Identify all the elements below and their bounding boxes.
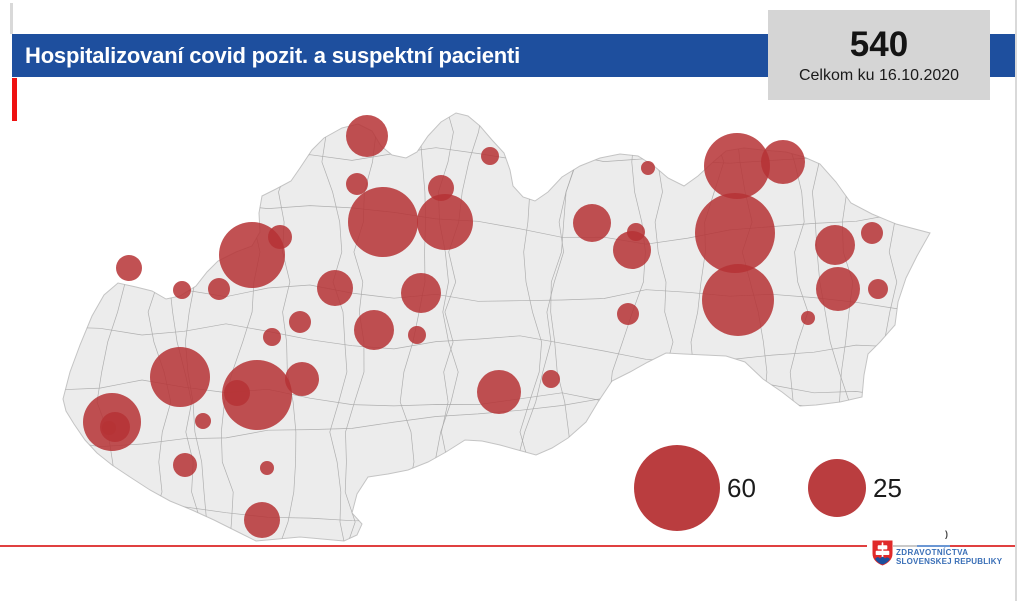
ministry-logo-line2: SLOVENSKEJ REPUBLIKY <box>896 557 1003 566</box>
map-bubble[interactable] <box>348 187 418 257</box>
bubble-layer <box>83 115 888 538</box>
map-bubble[interactable] <box>627 223 645 241</box>
map-bubble[interactable] <box>244 502 280 538</box>
kpi-total-caption: Celkom ku 16.10.2020 <box>798 67 960 84</box>
district-border-line <box>321 113 348 541</box>
footer-rule-gray-segment <box>893 545 917 547</box>
footer-rule <box>0 545 867 547</box>
slovak-coat-of-arms-icon <box>872 540 893 566</box>
map-bubble[interactable] <box>354 310 394 350</box>
map-bubble[interactable] <box>224 380 250 406</box>
map-bubble[interactable] <box>285 362 319 396</box>
map-bubble[interactable] <box>150 347 210 407</box>
map-bubble[interactable] <box>222 360 292 430</box>
map-bubble[interactable] <box>695 193 775 273</box>
map-bubble[interactable] <box>346 115 388 157</box>
district-border-line <box>63 271 930 310</box>
map-bubble[interactable] <box>346 173 368 195</box>
map-bubble[interactable] <box>195 413 211 429</box>
logo-text-fragment: ) <box>945 529 948 539</box>
map-bubble[interactable] <box>477 370 521 414</box>
map-bubble[interactable] <box>542 370 560 388</box>
country-outline <box>62 112 931 542</box>
map-bubble[interactable] <box>641 161 655 175</box>
map-bubble[interactable] <box>613 231 651 269</box>
map-bubble[interactable] <box>704 133 770 199</box>
district-border-line <box>63 323 930 363</box>
left-red-accent <box>12 78 17 121</box>
map-bubble[interactable] <box>260 461 274 475</box>
map-bubble[interactable] <box>815 225 855 265</box>
map-bubble[interactable] <box>801 311 815 325</box>
legend-circle-60 <box>634 445 720 531</box>
footer-rule-blue-segment <box>917 545 950 547</box>
ministry-logo-line1: ZDRAVOTNÍCTVA <box>896 548 969 557</box>
legend-label-25: 25 <box>873 473 902 503</box>
map-bubble[interactable] <box>417 194 473 250</box>
map-bubble[interactable] <box>173 453 197 477</box>
map-bubble[interactable] <box>481 147 499 165</box>
map-bubble[interactable] <box>317 270 353 306</box>
map-bubble[interactable] <box>173 281 191 299</box>
ministry-logo: ) ZDRAVOTNÍCTVA SLOVENSKEJ REPUBLIKY <box>872 528 1012 570</box>
map-bubble[interactable] <box>816 267 860 311</box>
map-bubble[interactable] <box>761 140 805 184</box>
right-frame-line <box>1015 0 1017 601</box>
kpi-total-value: 540 <box>849 25 909 64</box>
legend-circles <box>634 445 866 531</box>
map-bubble[interactable] <box>617 303 639 325</box>
map-bubble[interactable] <box>268 225 292 249</box>
map-bubble[interactable] <box>263 328 281 346</box>
map-bubble[interactable] <box>102 421 116 435</box>
legend-label-60: 60 <box>727 473 756 503</box>
map-bubble[interactable] <box>401 273 441 313</box>
map-bubble[interactable] <box>573 204 611 242</box>
left-gray-tick <box>10 3 13 34</box>
map-bubble[interactable] <box>702 264 774 336</box>
map-bubble[interactable] <box>428 175 454 201</box>
map-bubble[interactable] <box>861 222 883 244</box>
map-bubble[interactable] <box>208 278 230 300</box>
kpi-total-card[interactable]: 540 Celkom ku 16.10.2020 <box>768 10 990 100</box>
page-title: Hospitalizovaní covid pozit. a suspektní… <box>25 42 521 68</box>
map-bubble[interactable] <box>289 311 311 333</box>
map-bubble[interactable] <box>408 326 426 344</box>
map-bubble[interactable] <box>868 279 888 299</box>
legend-circle-25 <box>808 459 866 517</box>
map-bubble[interactable] <box>116 255 142 281</box>
footer-rule-red-segment <box>950 545 1015 547</box>
